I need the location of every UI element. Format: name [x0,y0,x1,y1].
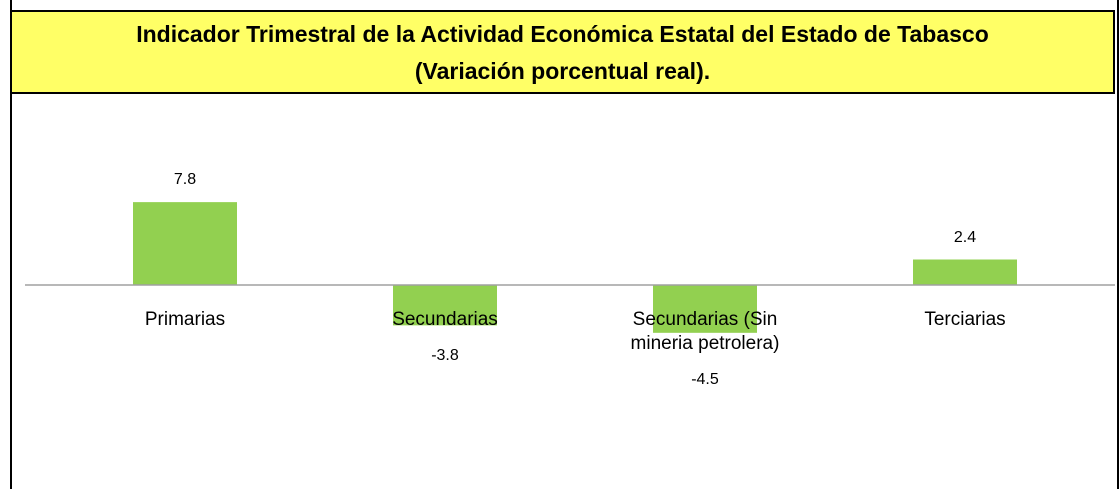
category-group: Secundarias -3.8 [370,308,520,366]
bar [913,259,1017,285]
data-label: 7.8 [173,171,197,189]
bar [653,285,757,333]
data-label: 2.4 [953,228,977,246]
x-tick-label: Secundarias [392,309,498,330]
bar [133,202,237,285]
category-group: Primarias [110,308,260,332]
x-tick-label: Primarias [144,309,226,330]
x-tick-label: Terciarias [924,309,1006,330]
chart-subtitle: (Variación porcentual real). [414,58,711,84]
title-box: Indicador Trimestral de la Actividad Eco… [10,10,1115,94]
data-label: -4.5 [691,371,719,388]
data-label: -3.8 [431,347,459,364]
chart-frame [10,0,1119,489]
category-group: Secundarias (Sin mineria petrolera) -4.5 [630,308,780,390]
x-tick-label: Secundarias (Sin mineria petrolera) [630,309,780,354]
bar [393,285,497,326]
chart-title: Indicador Trimestral de la Actividad Eco… [136,21,989,47]
category-group: Terciarias [890,308,1040,332]
